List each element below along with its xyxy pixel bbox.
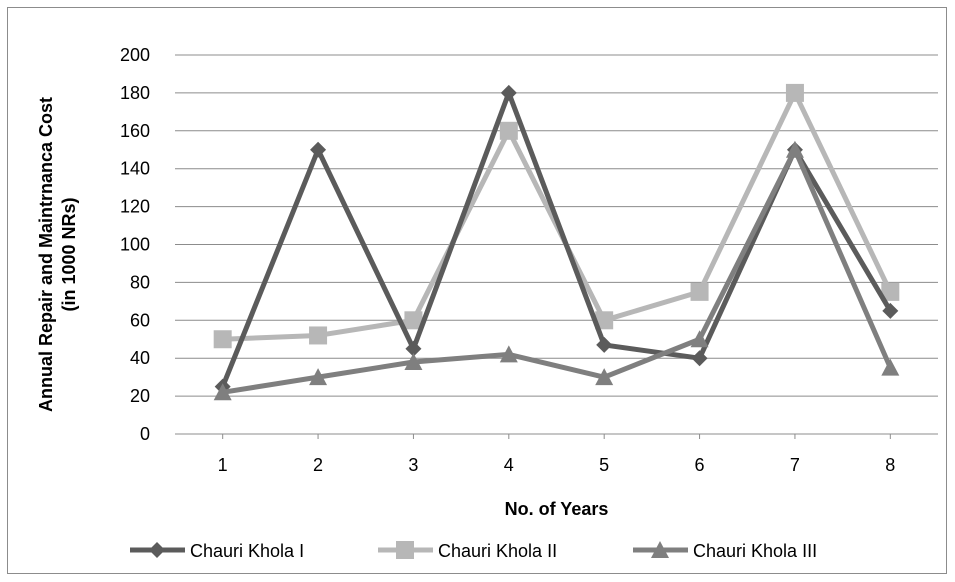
data-point-marker <box>785 83 804 102</box>
y-tick-label: 20 <box>130 386 150 406</box>
data-point-marker <box>691 350 708 367</box>
legend-swatch-marker <box>396 541 414 559</box>
data-point-marker <box>405 340 422 357</box>
legend-swatch-marker <box>149 542 165 558</box>
x-tick-label: 4 <box>504 455 514 475</box>
y-tick-label: 60 <box>130 310 150 330</box>
data-point-marker <box>596 336 613 353</box>
data-point-marker <box>499 345 518 363</box>
x-tick-label: 1 <box>218 455 228 475</box>
legend-label: Chauri Khola II <box>438 541 557 561</box>
y-tick-label: 80 <box>130 272 150 292</box>
y-tick-label: 40 <box>130 348 150 368</box>
y-tick-label: 140 <box>120 159 150 179</box>
legend-item-3: Chauri Khola III <box>633 541 817 561</box>
data-point-marker <box>690 282 709 301</box>
data-point-marker <box>499 121 518 140</box>
y-tick-label: 180 <box>120 83 150 103</box>
data-point-marker <box>882 302 899 319</box>
legend-label: Chauri Khola I <box>190 541 304 561</box>
series-3 <box>213 140 900 401</box>
legend: Chauri Khola I Chauri Khola II Chauri Khol… <box>130 541 817 561</box>
data-point-marker <box>785 140 804 158</box>
x-axis-title: No. of Years <box>505 499 609 519</box>
legend-item-2: Chauri Khola II <box>378 541 557 561</box>
data-point-marker <box>881 358 900 376</box>
axis-ticks: 0 20 40 60 80 100 120 140 160 180 200 1 2 3 4 5 6 7 8 <box>120 45 895 475</box>
y-tick-label: 100 <box>120 235 150 255</box>
x-tick-label: 8 <box>885 455 895 475</box>
y-tick-label: 200 <box>120 45 150 65</box>
x-tick-label: 5 <box>599 455 609 475</box>
x-tick-label: 2 <box>313 455 323 475</box>
legend-label: Chauri Khola III <box>693 541 817 561</box>
data-point-marker <box>595 311 614 330</box>
y-tick-label: 120 <box>120 197 150 217</box>
data-point-marker <box>213 383 232 401</box>
legend-item-1: Chauri Khola I <box>130 541 304 561</box>
data-point-marker <box>500 84 517 101</box>
gridlines <box>175 54 938 435</box>
x-tick-label: 3 <box>408 455 418 475</box>
legend-swatch-marker <box>651 541 669 558</box>
data-point-marker <box>881 282 900 301</box>
y-axis-title-line2: (in 1000 NRs) <box>59 197 79 311</box>
y-axis-title: Annual Repair and Maintrnanca Cost (in 1… <box>36 97 79 412</box>
y-tick-label: 0 <box>140 424 150 444</box>
y-axis-title-line1: Annual Repair and Maintrnanca Cost <box>36 97 56 412</box>
x-tick-label: 7 <box>790 455 800 475</box>
data-point-marker <box>595 368 614 386</box>
data-point-marker <box>310 141 327 158</box>
data-point-marker <box>404 352 423 370</box>
data-point-marker <box>690 330 709 348</box>
data-point-marker <box>309 368 328 386</box>
data-point-marker <box>309 326 328 345</box>
series-line <box>222 147 893 395</box>
series-1 <box>214 84 899 395</box>
series-group <box>213 83 900 401</box>
y-tick-label: 160 <box>120 121 150 141</box>
x-tick-label: 6 <box>695 455 705 475</box>
data-point-marker <box>213 330 232 349</box>
data-point-marker <box>404 311 423 330</box>
